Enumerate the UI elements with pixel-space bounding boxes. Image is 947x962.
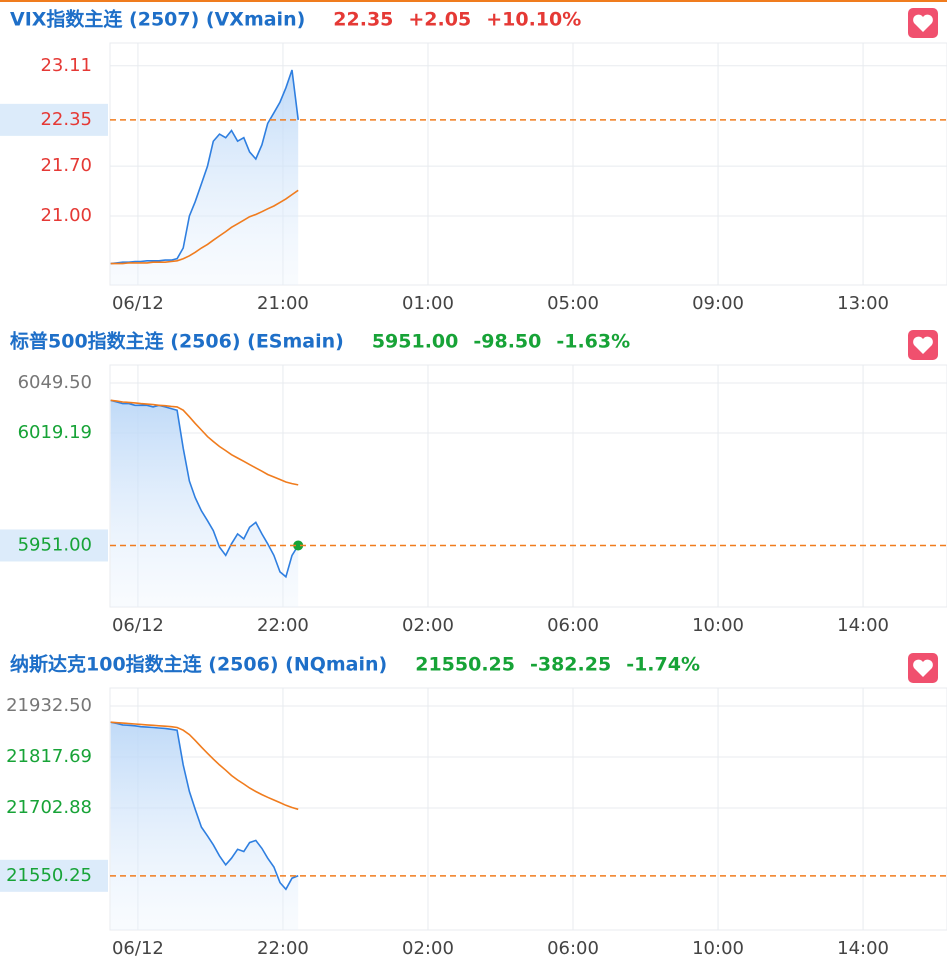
average-line [110,399,299,486]
y-tick-label: 21.70 [40,155,92,176]
average-line [110,721,299,811]
y-tick-label: 21.00 [40,205,92,226]
price-label: 5951.00 [18,534,92,555]
y-tick-label: 6019.19 [18,422,92,443]
price-line [110,399,299,579]
price-label-bg [0,859,108,892]
x-tick-label: 06/12 [112,615,164,636]
y-tick-label: 23.11 [40,55,92,76]
favorite-icon [913,336,933,354]
y-tick-label: 6049.50 [18,372,92,393]
favorite-button[interactable] [908,653,938,683]
x-tick-label: 14:00 [837,938,889,959]
y-tick-label: 21817.69 [6,746,92,767]
x-tick-label: 05:00 [547,293,599,314]
price-label: 21550.25 [6,865,92,886]
x-tick-label: 22:00 [257,615,309,636]
last-point [293,540,304,551]
price-area [110,400,299,607]
price-line [110,69,299,265]
quote-price: 5951.00 [372,331,459,353]
favorite-button[interactable] [908,330,938,360]
panel-title: VIX指数主连 (2507) (VXmain) [10,8,305,31]
x-tick-label: 21:00 [257,293,309,314]
panel-title: 纳斯达克100指数主连 (2506) (NQmain) [10,653,387,676]
price-label-bg [0,103,108,136]
plot-frame [109,42,947,286]
favorite-icon [913,14,933,32]
x-tick-label: 06:00 [547,938,599,959]
price-line [110,721,299,891]
quote-change-pct: -1.74% [626,654,700,676]
quote-change-pct: -1.63% [556,331,630,353]
x-tick-label: 10:00 [692,938,744,959]
x-tick-label: 22:00 [257,938,309,959]
quote-change-pct: +10.10% [486,9,581,31]
x-tick-label: 13:00 [837,293,889,314]
price-area [110,722,299,930]
average-line [110,189,299,265]
y-tick-label: 21702.88 [6,797,92,818]
price-area [110,70,299,285]
quote-change: +2.05 [408,9,471,31]
x-tick-label: 06:00 [547,615,599,636]
panel-title: 标普500指数主连 (2506) (ESmain) [10,330,344,353]
top-border [0,0,947,2]
x-tick-label: 02:00 [402,615,454,636]
x-tick-label: 06/12 [112,938,164,959]
plot-frame [109,364,947,608]
x-tick-label: 06/12 [112,293,164,314]
x-tick-label: 10:00 [692,615,744,636]
quote-change: -98.50 [473,331,541,353]
favorite-button[interactable] [908,8,938,38]
favorite-icon [913,659,933,677]
x-tick-label: 01:00 [402,293,454,314]
price-label: 22.35 [40,109,92,130]
y-tick-label: 21932.50 [6,695,92,716]
quote-price: 21550.25 [415,654,515,676]
plot-frame [109,687,947,931]
x-tick-label: 14:00 [837,615,889,636]
quote-price: 22.35 [333,9,393,31]
x-tick-label: 09:00 [692,293,744,314]
quote-change: -382.25 [530,654,611,676]
price-label-bg [0,529,108,562]
x-tick-label: 02:00 [402,938,454,959]
